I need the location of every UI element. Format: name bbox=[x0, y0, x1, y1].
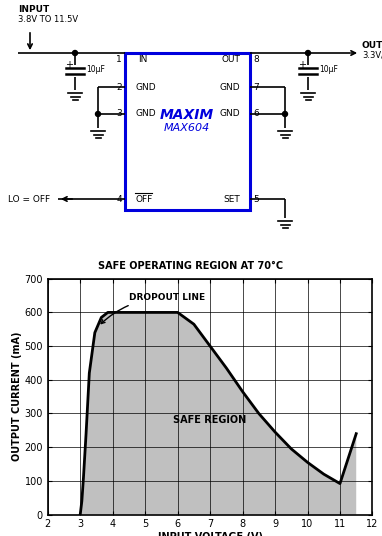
Text: INPUT: INPUT bbox=[18, 5, 49, 14]
Text: 10μF: 10μF bbox=[319, 64, 338, 73]
Text: IN: IN bbox=[138, 56, 147, 64]
Text: GND: GND bbox=[219, 83, 240, 92]
Text: MAXIM: MAXIM bbox=[160, 108, 214, 122]
Text: GND: GND bbox=[219, 109, 240, 118]
Text: LO = OFF: LO = OFF bbox=[8, 195, 50, 204]
Text: 7: 7 bbox=[253, 83, 259, 92]
Text: 3.8V TO 11.5V: 3.8V TO 11.5V bbox=[18, 16, 78, 25]
Text: DROPOUT LINE: DROPOUT LINE bbox=[101, 293, 205, 324]
Text: OUT: OUT bbox=[221, 56, 240, 64]
Text: 3.3V/400mA: 3.3V/400mA bbox=[362, 50, 382, 59]
Text: GND: GND bbox=[135, 109, 155, 118]
Text: 10μF: 10μF bbox=[86, 64, 105, 73]
Y-axis label: OUTPUT CURRENT (mA): OUTPUT CURRENT (mA) bbox=[11, 332, 22, 461]
Circle shape bbox=[306, 50, 311, 56]
Circle shape bbox=[73, 50, 78, 56]
Text: GND: GND bbox=[135, 83, 155, 92]
Circle shape bbox=[283, 111, 288, 116]
Text: +: + bbox=[298, 60, 306, 70]
Text: OUTPUT: OUTPUT bbox=[362, 41, 382, 49]
Text: OFF: OFF bbox=[135, 195, 152, 204]
Text: 1: 1 bbox=[116, 56, 122, 64]
Polygon shape bbox=[80, 312, 356, 515]
Text: SAFE REGION: SAFE REGION bbox=[173, 415, 247, 425]
Text: SET: SET bbox=[223, 195, 240, 204]
Text: MAX604: MAX604 bbox=[164, 123, 210, 133]
Circle shape bbox=[96, 111, 100, 116]
Text: 3: 3 bbox=[116, 109, 122, 118]
Text: 8: 8 bbox=[253, 56, 259, 64]
Text: 6: 6 bbox=[253, 109, 259, 118]
Text: 2: 2 bbox=[117, 83, 122, 92]
Text: 5: 5 bbox=[253, 195, 259, 204]
Bar bbox=[125, 53, 250, 210]
X-axis label: INPUT VOLTAGE (V): INPUT VOLTAGE (V) bbox=[158, 532, 262, 536]
Text: 4: 4 bbox=[117, 195, 122, 204]
Text: SAFE OPERATING REGION AT 70°C: SAFE OPERATING REGION AT 70°C bbox=[99, 260, 283, 271]
Text: +: + bbox=[65, 60, 73, 70]
